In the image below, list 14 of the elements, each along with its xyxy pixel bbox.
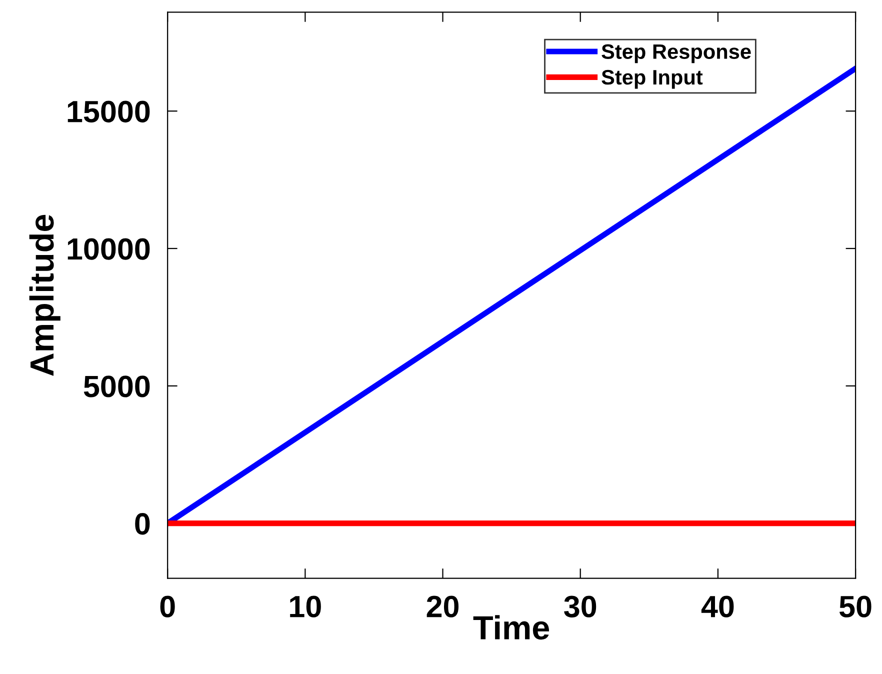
x-tick-label: 10 [290,596,321,618]
x-tick-label: 40 [701,596,734,618]
y-tick-label: 0 [135,513,150,535]
x-tick-label: 20 [426,596,459,618]
y-tick-label: 15000 [68,100,150,122]
x-tick-label: 30 [564,596,596,618]
legend-label: Step Input [602,70,703,89]
x-tick-label: 0 [160,596,175,618]
x-axis-title: Time [473,615,550,640]
x-tick-label: 50 [839,596,872,618]
y-tick-label: 10000 [68,238,150,260]
legend-label: Step Response [602,44,751,64]
y-tick-label: 5000 [84,376,150,398]
y-axis-title: Amplitude [29,214,60,376]
